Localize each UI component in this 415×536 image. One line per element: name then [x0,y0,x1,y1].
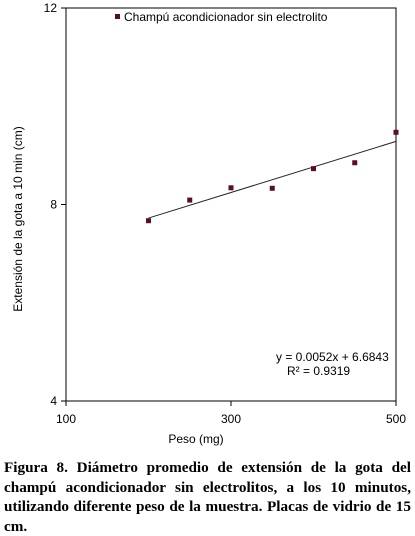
data-points [146,129,399,224]
x-axis-title: Peso (mg) [168,432,223,446]
legend: Champú acondicionador sin electrolito [115,10,328,24]
y-tick-label: 4 [50,394,57,408]
scatter-chart: 100 300 500 4 8 12 Champú acondicionador sin … [11,1,407,446]
x-tick-label: 300 [221,412,241,426]
data-point [269,185,275,191]
data-point [146,218,151,224]
data-point [187,197,193,203]
figure-caption: Figura 8. Diámetro promedio de extensión… [4,459,411,535]
trendline-equation: y = 0.0052x + 6.6843 [276,350,389,364]
axis-ticks: 100 300 500 4 8 12 [44,1,407,426]
data-point [393,129,399,135]
r-squared-label: R² = 0.9319 [287,364,350,378]
data-point [352,160,358,166]
x-tick-label: 500 [386,412,406,426]
y-tick-label: 12 [44,1,58,15]
plot-frame [65,7,397,402]
x-tick-label: 100 [56,412,76,426]
data-point [311,166,316,172]
plot-area-border [65,7,397,402]
trendline-group [148,140,397,219]
y-tick-label: 8 [50,198,57,212]
legend-entry: Champú acondicionador sin electrolito [124,10,328,24]
data-point [228,185,234,191]
trendline [148,140,397,219]
y-axis-title: Extensión de la gota a 10 min (cm) [11,126,25,311]
legend-marker [115,14,120,19]
